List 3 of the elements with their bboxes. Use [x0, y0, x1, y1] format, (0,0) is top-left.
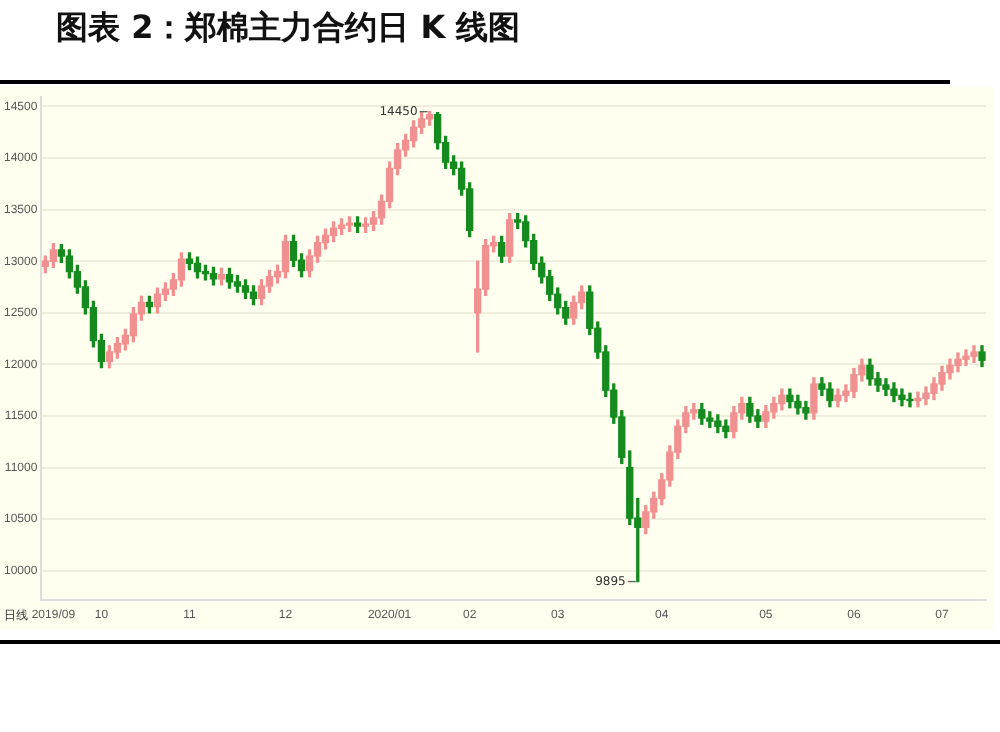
candlestick [914, 391, 922, 408]
candlestick [906, 392, 914, 408]
chart-title: 图表 2：郑棉主力合约日 K 线图 [56, 8, 521, 50]
